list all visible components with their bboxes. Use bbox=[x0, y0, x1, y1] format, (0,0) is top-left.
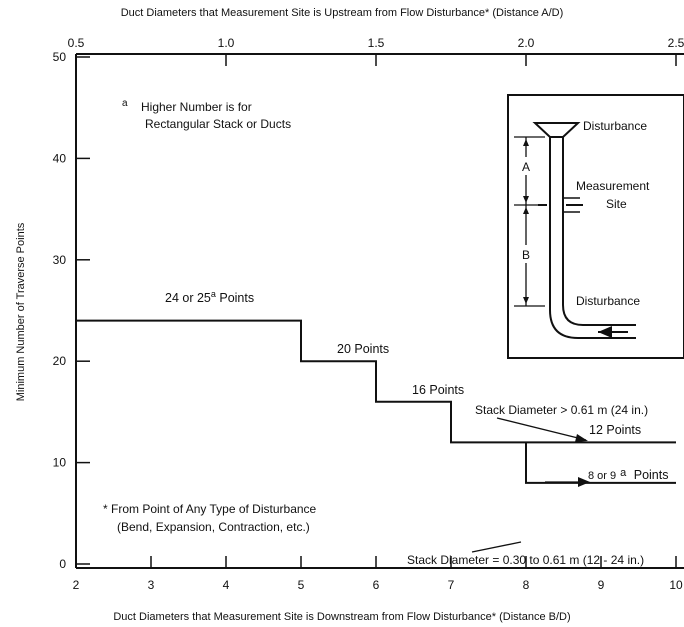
x-tick-label-0: 2 bbox=[73, 578, 80, 592]
y-tick-label-0: 0 bbox=[59, 557, 66, 571]
stack-small-arrowhead bbox=[578, 477, 590, 487]
inset-dim-arrow-a-top bbox=[523, 139, 529, 146]
stack-large-label: Stack Diameter > 0.61 m (24 in.) bbox=[475, 403, 648, 417]
inset-flow-arrowhead bbox=[598, 326, 612, 338]
y-tick-label-1: 10 bbox=[53, 456, 67, 470]
x-tick-label-7: 9 bbox=[598, 578, 605, 592]
tick-labels: 2 3 4 5 6 7 8 9 10 0.5 1.0 1.5 2.0 2.5 0 10 20 30 40 50 bbox=[53, 36, 684, 592]
inset-label-a: A bbox=[522, 160, 530, 174]
x2-tick-label-4: 2.5 bbox=[668, 36, 684, 50]
note-a-line1: Higher Number is for bbox=[141, 100, 252, 114]
x-tick-label-5: 7 bbox=[448, 578, 455, 592]
stack-small-label: Stack Diameter = 0.30 to 0.61 m (12 - 24… bbox=[407, 553, 644, 567]
inset-dim-arrow-b-bottom bbox=[523, 297, 529, 304]
inset-dim-arrow-b-top bbox=[523, 207, 529, 214]
inset-label-b: B bbox=[522, 248, 530, 262]
x-tick-label-8: 10 bbox=[669, 578, 683, 592]
series-layer bbox=[76, 319, 676, 484]
inset-dim-arrow-a-bottom bbox=[523, 196, 529, 203]
y-tick-label-3: 30 bbox=[53, 253, 67, 267]
inset-duct-right-wall bbox=[562, 137, 636, 326]
x-tick-label-4: 6 bbox=[373, 578, 380, 592]
note-a-line2: Rectangular Stack or Ducts bbox=[145, 117, 291, 131]
x2-tick-label-0: 0.5 bbox=[68, 36, 85, 50]
axis-ticks bbox=[75, 54, 677, 568]
bottom-axis-title: Duct Diameters that Measurement Site is … bbox=[113, 611, 570, 623]
top-axis-title: Duct Diameters that Measurement Site is … bbox=[121, 7, 564, 19]
series-line-0 bbox=[76, 319, 676, 444]
series-line-1 bbox=[525, 442, 676, 484]
inset-measurement-line1: Measurement bbox=[576, 179, 650, 193]
x-tick-label-3: 5 bbox=[298, 578, 305, 592]
note-star-line1: * From Point of Any Type of Disturbance bbox=[103, 502, 317, 516]
inset-disturbance-top: Disturbance bbox=[583, 119, 647, 133]
label-16-points: 16 Points bbox=[412, 383, 464, 397]
y-axis-title: Minimum Number of Traverse Points bbox=[15, 222, 27, 401]
x-tick-label-2: 4 bbox=[223, 578, 230, 592]
x-tick-label-1: 3 bbox=[148, 578, 155, 592]
note-a-mark: a bbox=[122, 98, 128, 109]
inset-label-b-bg bbox=[519, 245, 533, 263]
stack-large-arrowhead bbox=[575, 434, 588, 442]
inset-label-a-bg bbox=[519, 157, 533, 175]
y-tick-label-2: 20 bbox=[53, 354, 67, 368]
stack-large-arrow bbox=[496, 417, 587, 441]
inset-diagram: A B Disturbance Measurement Site Disturb… bbox=[507, 94, 684, 359]
y-tick-label-4: 40 bbox=[53, 151, 67, 165]
label-24-points: 24 or 25a Points bbox=[165, 289, 254, 305]
stack-small-arrow bbox=[471, 541, 522, 553]
x2-tick-label-1: 1.0 bbox=[218, 36, 235, 50]
label-12-points: 12 Points bbox=[589, 423, 641, 437]
inset-frame bbox=[507, 94, 684, 359]
note-star-line2: (Bend, Expansion, Contraction, etc.) bbox=[117, 520, 310, 534]
x2-tick-label-2: 1.5 bbox=[368, 36, 385, 50]
label-20-points: 20 Points bbox=[337, 342, 389, 356]
x-tick-label-6: 8 bbox=[523, 578, 530, 592]
plot-frame bbox=[75, 53, 684, 569]
inset-disturbance-bottom: Disturbance bbox=[576, 294, 640, 308]
y-tick-label-5: 50 bbox=[53, 50, 67, 64]
inset-duct-left-wall bbox=[549, 137, 636, 339]
inset-measurement-line2: Site bbox=[606, 197, 627, 211]
x2-tick-label-3: 2.0 bbox=[518, 36, 535, 50]
